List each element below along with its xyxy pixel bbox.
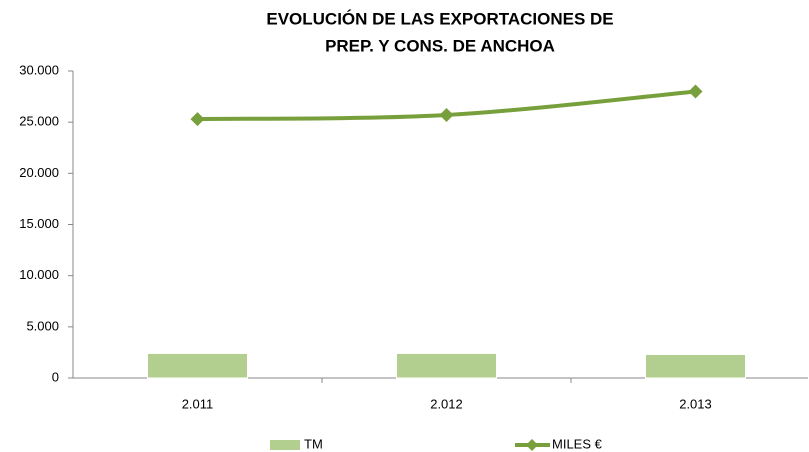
legend-label: TM — [304, 436, 323, 451]
bar — [147, 352, 248, 379]
chart-title: EVOLUCIÓN DE LAS EXPORTACIONES DE — [266, 9, 613, 28]
y-tick-label: 0 — [52, 369, 59, 384]
legend-swatch — [270, 440, 300, 450]
y-tick-label: 15.000 — [19, 216, 59, 231]
legend-swatch — [526, 439, 538, 451]
y-tick-label: 10.000 — [19, 267, 59, 282]
y-tick-label: 5.000 — [26, 318, 59, 333]
bar — [396, 352, 497, 379]
x-tick-label: 2.012 — [430, 396, 463, 411]
y-tick-label: 20.000 — [19, 165, 59, 180]
x-tick-label: 2.013 — [679, 396, 712, 411]
x-tick-label: 2.011 — [182, 396, 214, 411]
legend-label: MILES € — [552, 436, 603, 451]
marker — [688, 84, 703, 99]
chart-title: PREP. Y CONS. DE ANCHOA — [325, 36, 555, 55]
y-tick-label: 30.000 — [19, 62, 59, 77]
marker — [190, 112, 205, 127]
y-tick-label: 25.000 — [19, 114, 59, 129]
bar — [645, 353, 746, 379]
marker — [439, 108, 454, 123]
